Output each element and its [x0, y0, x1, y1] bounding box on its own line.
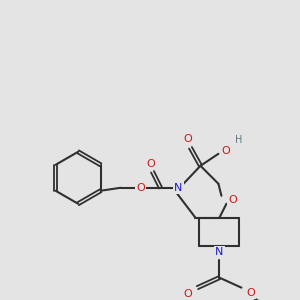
Text: O: O [228, 195, 237, 205]
Text: O: O [183, 134, 192, 144]
Text: O: O [246, 288, 255, 298]
Text: O: O [221, 146, 230, 156]
Text: O: O [136, 183, 145, 193]
Text: N: N [174, 183, 183, 193]
Text: O: O [146, 159, 155, 169]
Text: O: O [183, 289, 192, 298]
Text: N: N [215, 247, 224, 257]
Text: H: H [235, 135, 242, 145]
